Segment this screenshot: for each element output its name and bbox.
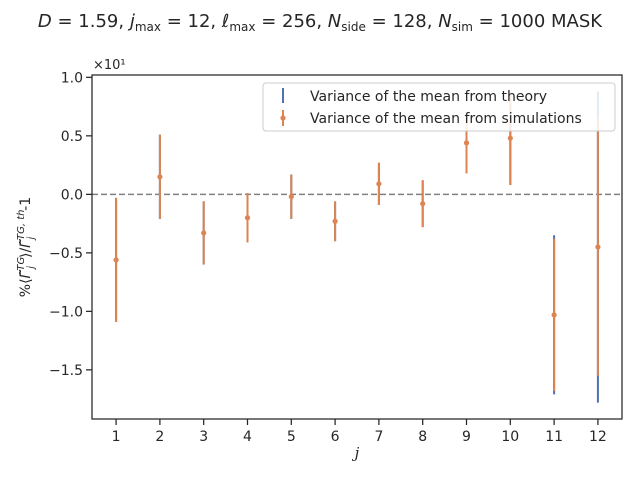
y-tick-label-2: −0.5 [49, 246, 83, 262]
y-tick-label-3: 0.0 [61, 187, 83, 203]
x-tick-label-1: 1 [112, 429, 121, 445]
x-tick-label-2: 2 [155, 429, 164, 445]
y-tick-label-0: −1.5 [49, 363, 83, 379]
chart-title: D = 1.59, jmax = 12, ℓmax = 256, Nside =… [38, 11, 603, 34]
plot-frame [91, 74, 623, 420]
sim-point-j7 [376, 181, 382, 187]
x-tick-label-3: 3 [199, 429, 208, 445]
y-tick-label-5: 1.0 [61, 70, 83, 86]
legend-marker-sim-point [280, 115, 286, 121]
x-tick-label-7: 7 [374, 429, 383, 445]
sim-point-j9 [463, 140, 470, 146]
x-axis-label: j [352, 444, 360, 462]
y-tick-label-4: 0.5 [61, 129, 83, 145]
legend: Variance of the mean from theory Varianc… [262, 82, 616, 132]
sim-point-j4 [244, 215, 251, 221]
plot-area [92, 91, 622, 403]
x-tick-label-11: 11 [545, 429, 563, 445]
legend-box [262, 82, 616, 132]
y-axis-label: %⟨Γ̃TGj⟩/Γ̃TG, thj-1 [16, 197, 37, 297]
sim-point-j2 [157, 174, 163, 180]
x-tick-label-10: 10 [501, 429, 519, 445]
y-tick-label-1: −1.0 [49, 304, 83, 320]
sim-point-j1 [113, 257, 119, 263]
sim-point-j11 [551, 312, 557, 318]
sim-point-j8 [420, 201, 426, 207]
x-tick-label-12: 12 [589, 429, 607, 445]
x-tick-label-8: 8 [418, 429, 427, 445]
sim-point-j10 [507, 135, 513, 141]
sim-point-j5 [288, 194, 294, 200]
legend-label-theory: Variance of the mean from theory [310, 89, 547, 105]
x-tick-label-5: 5 [287, 429, 296, 445]
x-tick-label-4: 4 [243, 429, 252, 445]
sim-point-j12 [595, 244, 601, 250]
sim-point-j6 [332, 218, 338, 224]
legend-label-sim: Variance of the mean from simulations [310, 111, 582, 127]
x-tick-label-6: 6 [331, 429, 340, 445]
y-axis-offset-label: ×10¹ [93, 58, 126, 73]
x-tick-label-9: 9 [462, 429, 471, 445]
sim-point-j3 [201, 230, 207, 236]
